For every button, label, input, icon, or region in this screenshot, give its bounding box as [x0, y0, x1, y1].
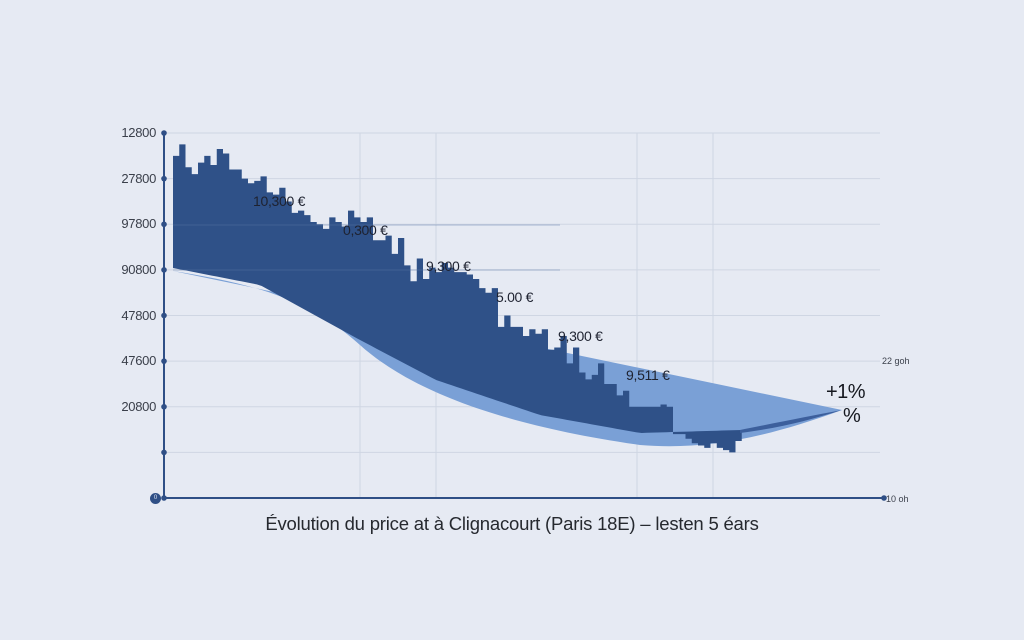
y-axis-tick-dot — [161, 175, 167, 182]
y-tick-label: 27800 — [121, 170, 156, 186]
bar-value-label: 9,300 € — [426, 258, 471, 274]
chart-title: Évolution du price at à Clignacourt (Par… — [265, 513, 759, 534]
change-percent-label: +1% — [826, 381, 866, 403]
y-tick-label: 97800 — [121, 216, 156, 232]
percent-sign-label: % — [843, 405, 861, 427]
trend-curve-tail — [740, 410, 842, 433]
y-axis-tick-dot — [161, 403, 167, 410]
bars-area — [173, 144, 742, 453]
y-axis-tick-dot — [161, 449, 167, 456]
trend-tail — [740, 410, 842, 433]
bar-value-label: 10,300 € — [253, 193, 306, 209]
bar-value-label: 0,300 € — [343, 222, 388, 238]
y-axis-tick-dot — [161, 130, 167, 136]
y-axis-tick-dot — [161, 267, 167, 273]
y-axis-tick-dot — [161, 221, 167, 228]
x-axis-end-label: 10 oh — [886, 494, 909, 504]
bar-value-label: 9,511 € — [626, 367, 670, 383]
y-tick-label: 47800 — [121, 307, 156, 323]
y-tick-label: 12800 — [121, 125, 156, 140]
bar-value-label: 5.00 € — [496, 289, 534, 305]
y-axis-tick-dot — [161, 358, 167, 364]
y-axis-tick-dot — [161, 495, 167, 501]
price-bars — [173, 144, 742, 453]
y-tick-label: 20800 — [121, 398, 156, 414]
bar-value-label: 9,300 € — [558, 328, 603, 344]
y-axis-tick-dot — [161, 312, 167, 319]
axes — [161, 130, 887, 501]
right-side-label: 22 goh — [882, 356, 910, 366]
y-tick-label: 90800 — [121, 261, 156, 277]
origin-badge: 0 — [150, 493, 161, 504]
y-tick-label: 47600 — [121, 353, 156, 369]
